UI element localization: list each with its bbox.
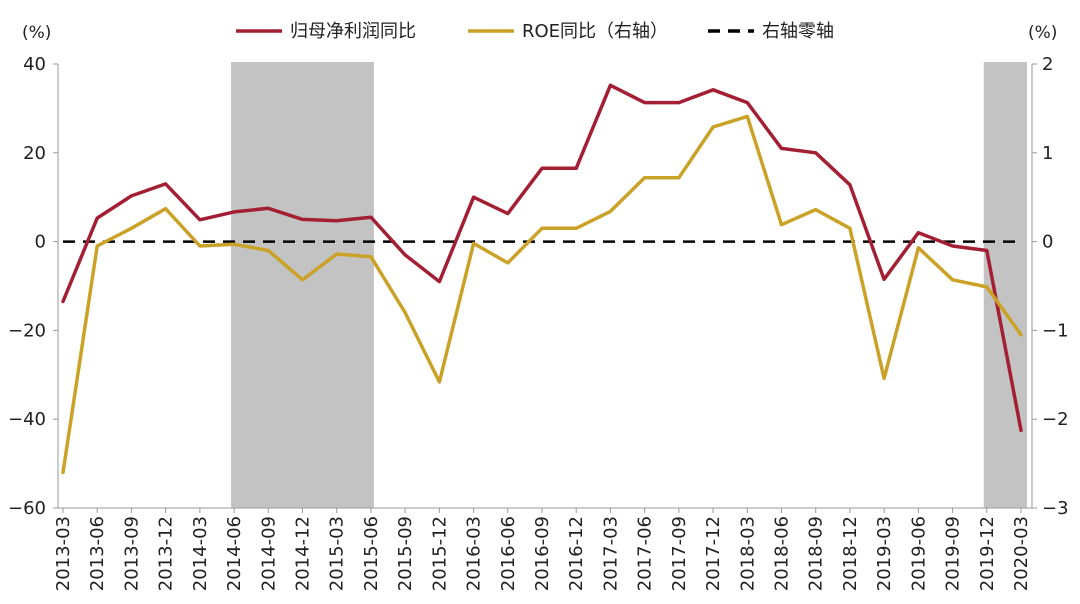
left-tick-label: 0: [35, 232, 46, 253]
shaded-periods: [231, 62, 1027, 508]
x-tick-label: 2014-03: [190, 516, 211, 591]
x-tick-label: 2014-09: [258, 516, 279, 591]
x-tick-label: 2018-06: [772, 516, 793, 591]
axes: −60 −40 −20 0 20 40 −3 −2 −1 0 1 2: [8, 54, 1069, 519]
x-tick-label: 2019-03: [874, 516, 895, 591]
series-line-1: [61, 114, 1023, 475]
left-tick-label: −60: [8, 498, 46, 519]
legend-label-2: 右轴零轴: [762, 21, 834, 42]
right-unit-label: (%): [1028, 23, 1057, 43]
x-tick-label: 2019-06: [908, 516, 929, 591]
x-tick-label: 2018-09: [806, 516, 827, 591]
left-tick-label: −20: [8, 320, 46, 341]
right-tick-label: −2: [1042, 409, 1069, 430]
legend-label-0: 归母净利润同比: [290, 21, 416, 42]
x-tick-label: 2016-12: [566, 516, 587, 591]
series-lines: [61, 83, 1023, 475]
shaded-period-1: [983, 62, 1027, 508]
x-tick-label: 2013-03: [53, 516, 74, 591]
legend-label-1: ROE同比（右轴）: [522, 21, 668, 42]
x-tick-label: 2018-03: [737, 516, 758, 591]
x-tick-label: 2017-12: [703, 516, 724, 591]
left-tick-label: 20: [23, 143, 46, 164]
shaded-period-0: [231, 62, 374, 508]
x-tick-label: 2015-06: [361, 516, 382, 591]
right-tick-label: −1: [1042, 320, 1069, 341]
x-tick-label: 2017-06: [635, 516, 656, 591]
left-unit-label: (%): [22, 23, 51, 43]
x-tick-label: 2016-03: [464, 516, 485, 591]
right-tick-label: 1: [1042, 143, 1053, 164]
left-tick-label: −40: [8, 409, 46, 430]
x-tick-label: 2016-06: [498, 516, 519, 591]
series-line-0: [61, 83, 1023, 433]
x-tick-label: 2017-09: [669, 516, 690, 591]
right-tick-label: 2: [1042, 54, 1053, 75]
x-tick-label: 2020-03: [1011, 516, 1032, 591]
x-tick-label: 2015-03: [327, 516, 348, 591]
x-tick-label: 2015-12: [429, 516, 450, 591]
x-tick-label: 2014-06: [224, 516, 245, 591]
x-tick-label: 2018-12: [840, 516, 861, 591]
left-tick-label: 40: [23, 54, 46, 75]
x-tick-label: 2013-06: [87, 516, 108, 591]
x-tick-label: 2017-03: [600, 516, 621, 591]
x-tick-label: 2013-09: [121, 516, 142, 591]
x-tick-label: 2015-09: [395, 516, 416, 591]
x-tick-label: 2019-09: [943, 516, 964, 591]
x-tick-label: 2016-09: [532, 516, 553, 591]
legend: 归母净利润同比 ROE同比（右轴） 右轴零轴: [236, 21, 834, 42]
x-tick-label: 2019-12: [977, 516, 998, 591]
x-tick-label: 2014-12: [293, 516, 314, 591]
right-tick-label: −3: [1042, 498, 1069, 519]
right-tick-label: 0: [1042, 232, 1053, 253]
x-tick-label: 2013-12: [156, 516, 177, 591]
x-tick-labels: 2013-03 2013-06 2013-09 2013-12 2014-03 2014-…: [53, 508, 1032, 591]
